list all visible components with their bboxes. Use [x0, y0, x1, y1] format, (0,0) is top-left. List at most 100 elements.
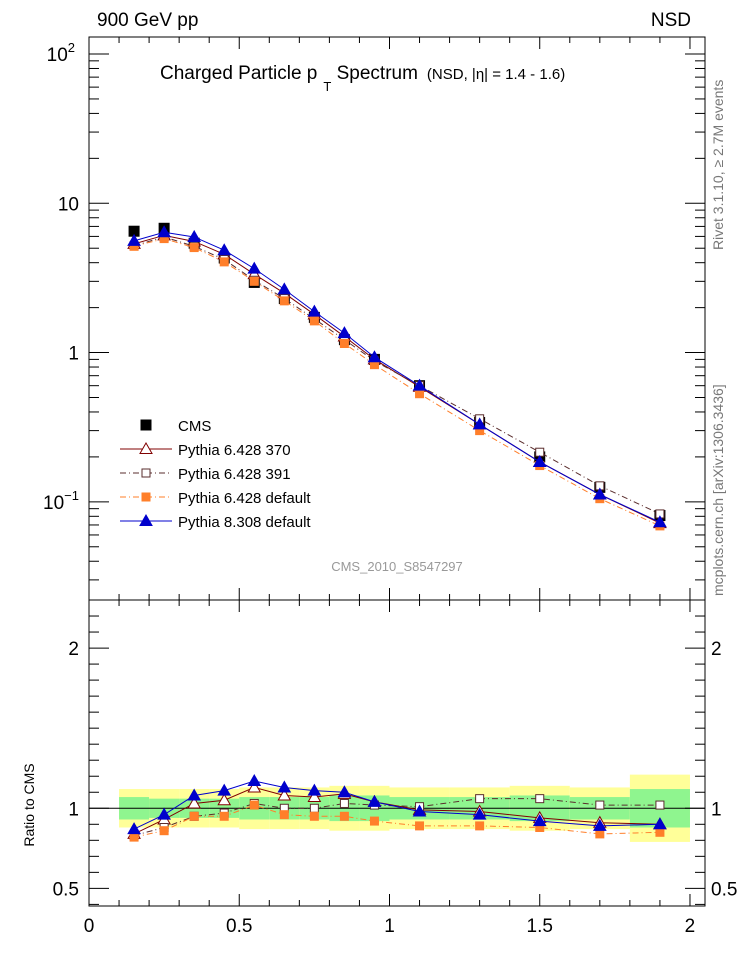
header-right-label: NSD: [651, 10, 691, 31]
title-extra-b: | = 1.4 - 1.6): [484, 66, 565, 83]
ratio-point-pdef: [655, 827, 665, 837]
ratio-point-p370: [277, 788, 292, 801]
x-tick-label: 1.5: [527, 916, 553, 937]
ratio-point-pdef: [339, 811, 349, 821]
main-point-p8: [247, 261, 262, 274]
ratio-line-p8: [133, 780, 660, 830]
ratio-y-tick-label: 0.5: [53, 879, 79, 900]
title-sub-t: T: [323, 79, 331, 94]
ratio-point-pdef: [415, 821, 425, 831]
ratio-point-p370: [187, 796, 202, 809]
y-tick-label: 1: [68, 344, 79, 365]
ratio-point-p391: [595, 800, 605, 810]
legend: CMS Pythia 6.428 370 Pythia 6.428 391 Pythi…: [120, 418, 311, 531]
ratio-point-p370: [247, 780, 262, 793]
y-tick-base: 10: [43, 493, 64, 514]
main-point-pdef: [249, 276, 259, 286]
legend-marker-p8: [139, 513, 153, 526]
x-tick-label: 1: [384, 916, 395, 937]
ratio-y-tick-label-right: 2: [711, 639, 722, 660]
main-point-p8: [412, 378, 427, 391]
ratio-point-p391: [339, 798, 349, 808]
main-line-p391: [133, 236, 661, 515]
ratio-point-p391: [475, 794, 485, 804]
title-extra-a: (NSD, |: [427, 66, 476, 83]
mcplots-side-label: mcplots.cern.ch [arXiv:1306.3436]: [710, 384, 726, 596]
main-line-pdef: [133, 238, 661, 527]
ratio-uncertainty-bands: [89, 774, 705, 842]
ratio-point-p8: [653, 817, 667, 830]
y-tick-base: 10: [47, 45, 68, 66]
ratio-point-pdef: [219, 811, 229, 821]
plot-title: Charged Particle p T Spectrum (NSD, |η| = …: [160, 63, 565, 94]
analysis-watermark: CMS_2010_S8547297: [331, 559, 463, 574]
ratio-point-pdef: [475, 821, 485, 831]
ratio-y-tick-label: 1: [68, 799, 79, 820]
ratio-point-pdef: [309, 811, 319, 821]
ratio-point-pdef: [595, 829, 605, 839]
data-series: [127, 222, 667, 842]
ratio-point-p8: [277, 780, 292, 793]
ratio-point-p391: [655, 800, 665, 810]
y-tick-exponent: 2: [68, 40, 75, 55]
legend-marker-p370: [139, 441, 153, 454]
ratio-point-pdef: [369, 816, 379, 826]
y-tick-exponent: −1: [64, 488, 79, 503]
ratio-point-p8: [532, 814, 547, 827]
main-point-pdef: [339, 339, 349, 349]
ratio-point-p8: [247, 774, 262, 787]
ratio-y-tick-label: 2: [68, 639, 79, 660]
ratio-point-p8: [187, 788, 202, 801]
ratio-plot-frame: [88, 599, 706, 907]
legend-label-pdef: Pythia 6.428 default: [178, 490, 311, 507]
ratio-point-pdef: [129, 832, 139, 842]
ratio-point-p8: [412, 804, 427, 817]
ratio-ylabel: Ratio to CMS: [21, 763, 37, 846]
title-main-b: Spectrum: [331, 63, 418, 84]
title-extra-eta: η: [476, 66, 484, 83]
ratio-line-pdef: [133, 804, 660, 838]
ratio-line-p370: [133, 786, 660, 835]
main-point-p8: [157, 225, 171, 238]
main-point-pdef: [415, 389, 425, 399]
main-point-pdef: [189, 243, 199, 253]
y-tick-label: 102: [47, 40, 75, 66]
x-tick-label: 0: [84, 916, 95, 937]
main-point-p8: [592, 487, 607, 500]
ratio-point-p8: [472, 807, 487, 820]
legend-label-p8: Pythia 8.308 default: [178, 514, 311, 531]
ratio-point-p391: [309, 803, 319, 813]
ratio-point-pdef: [159, 826, 169, 836]
ratio-point-pdef: [189, 811, 199, 821]
rivet-side-label: Rivet 3.1.10, ≥ 2.7M events: [710, 80, 726, 250]
legend-marker-pdef: [141, 492, 151, 502]
ratio-y-tick-label-right: 1: [711, 799, 722, 820]
ratio-point-p8: [217, 783, 232, 796]
ratio-point-p391: [535, 794, 545, 804]
main-point-p8: [367, 350, 382, 363]
legend-label-p370: Pythia 6.428 370: [178, 442, 291, 459]
main-point-p8: [307, 304, 322, 317]
ratio-point-p8: [592, 818, 607, 831]
main-point-p8: [472, 417, 487, 430]
y-tick-label: 10: [58, 194, 79, 215]
main-point-pdef: [279, 296, 289, 306]
x-tick-label: 2: [685, 916, 696, 937]
main-point-pdef: [309, 316, 319, 326]
ratio-point-p8: [127, 822, 141, 835]
ratio-point-p370: [307, 790, 322, 803]
y-tick-label: 10−1: [43, 488, 79, 514]
legend-marker-p391: [141, 468, 151, 478]
header-left-label: 900 GeV pp: [97, 10, 198, 31]
ratio-point-p8: [157, 807, 171, 820]
main-point-p8: [653, 515, 667, 528]
main-point-p8: [217, 243, 232, 256]
ratio-point-p8: [307, 783, 322, 796]
x-tick-label: 0.5: [226, 916, 252, 937]
main-point-p8: [187, 229, 202, 242]
ratio-point-p370: [217, 793, 232, 806]
legend-marker-cms: [140, 419, 152, 431]
main-point-p8: [127, 233, 141, 246]
